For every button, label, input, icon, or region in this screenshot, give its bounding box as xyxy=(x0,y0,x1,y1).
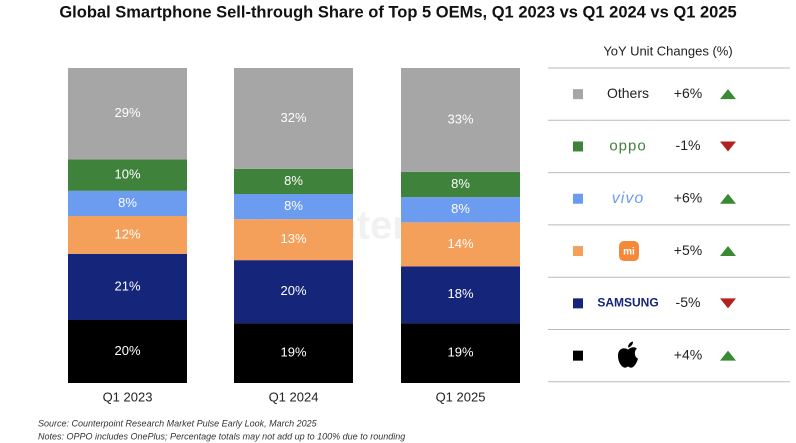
data-label: 14% xyxy=(447,236,473,251)
legend-swatch xyxy=(573,193,583,204)
legend-label: vivo xyxy=(612,190,644,207)
bar-segment xyxy=(401,68,520,172)
data-label: 32% xyxy=(280,110,306,125)
bar-segment xyxy=(234,260,353,324)
data-label: 21% xyxy=(114,278,140,293)
x-tick-label: Q1 2025 xyxy=(436,389,486,404)
bar-segment xyxy=(234,194,353,220)
yoy-label: +4% xyxy=(674,346,702,362)
bar-segment xyxy=(234,219,353,261)
data-label: 19% xyxy=(447,345,473,360)
bar-segment xyxy=(401,222,520,267)
yoy-label: +6% xyxy=(674,85,702,101)
yoy-arrow xyxy=(720,193,736,204)
data-label: 10% xyxy=(114,167,140,182)
data-label: 20% xyxy=(280,283,306,298)
legend-swatch xyxy=(573,141,583,152)
apple-logo xyxy=(618,341,638,368)
bar-segment xyxy=(401,266,520,324)
legend-swatch xyxy=(573,246,583,257)
yoy-label: +5% xyxy=(674,242,702,258)
bar-segment xyxy=(234,323,353,383)
notes: Notes: OPPO includes OnePlus; Percentage… xyxy=(38,431,405,441)
legend-swatch xyxy=(573,298,583,309)
data-label: 8% xyxy=(284,173,303,188)
legend-title: YoY Unit Changes (%) xyxy=(603,43,732,58)
data-label: 13% xyxy=(280,231,306,246)
data-label: 8% xyxy=(451,201,470,216)
bar-segment xyxy=(68,159,187,191)
apple-leaf xyxy=(628,341,633,348)
legend-label: mi xyxy=(623,247,635,258)
legend-label: Others xyxy=(607,85,649,101)
data-label: 29% xyxy=(114,105,140,120)
x-tick-label: Q1 2023 xyxy=(103,389,153,404)
bar-segment xyxy=(234,168,353,194)
bar-segment xyxy=(401,171,520,198)
yoy-arrow xyxy=(720,141,736,152)
x-tick-label: Q1 2024 xyxy=(269,389,319,404)
chart-title: Global Smartphone Sell-through Share of … xyxy=(59,3,736,21)
yoy-arrow xyxy=(720,298,736,309)
yoy-label: +6% xyxy=(674,189,702,205)
yoy-label: -5% xyxy=(676,294,701,310)
yoy-arrow xyxy=(720,89,736,100)
bar-segment xyxy=(234,68,353,169)
apple-body xyxy=(618,347,638,368)
data-label: 8% xyxy=(284,198,303,213)
bar-segment xyxy=(401,197,520,223)
data-label: 33% xyxy=(447,111,473,126)
data-label: 20% xyxy=(114,343,140,358)
bar-segment xyxy=(68,216,187,254)
bar-segment xyxy=(68,190,187,217)
data-label: 19% xyxy=(280,345,306,360)
legend-label: oppo xyxy=(609,137,646,154)
data-label: 8% xyxy=(118,195,137,210)
bar-segment xyxy=(68,68,187,160)
bar-segment xyxy=(68,253,187,320)
mi-logo-box xyxy=(619,241,639,262)
yoy-arrow xyxy=(720,350,736,361)
data-label: 8% xyxy=(451,176,470,191)
yoy-arrow xyxy=(720,246,736,257)
source: Source: Counterpoint Research Market Pul… xyxy=(38,418,318,428)
bar-segment xyxy=(68,320,187,383)
legend-swatch xyxy=(573,350,583,361)
data-label: 12% xyxy=(114,226,140,241)
legend-label: SAMSUNG xyxy=(597,296,658,310)
data-label: 18% xyxy=(447,286,473,301)
legend-swatch xyxy=(573,89,583,100)
bar-segment xyxy=(401,323,520,383)
yoy-label: -1% xyxy=(676,137,701,153)
